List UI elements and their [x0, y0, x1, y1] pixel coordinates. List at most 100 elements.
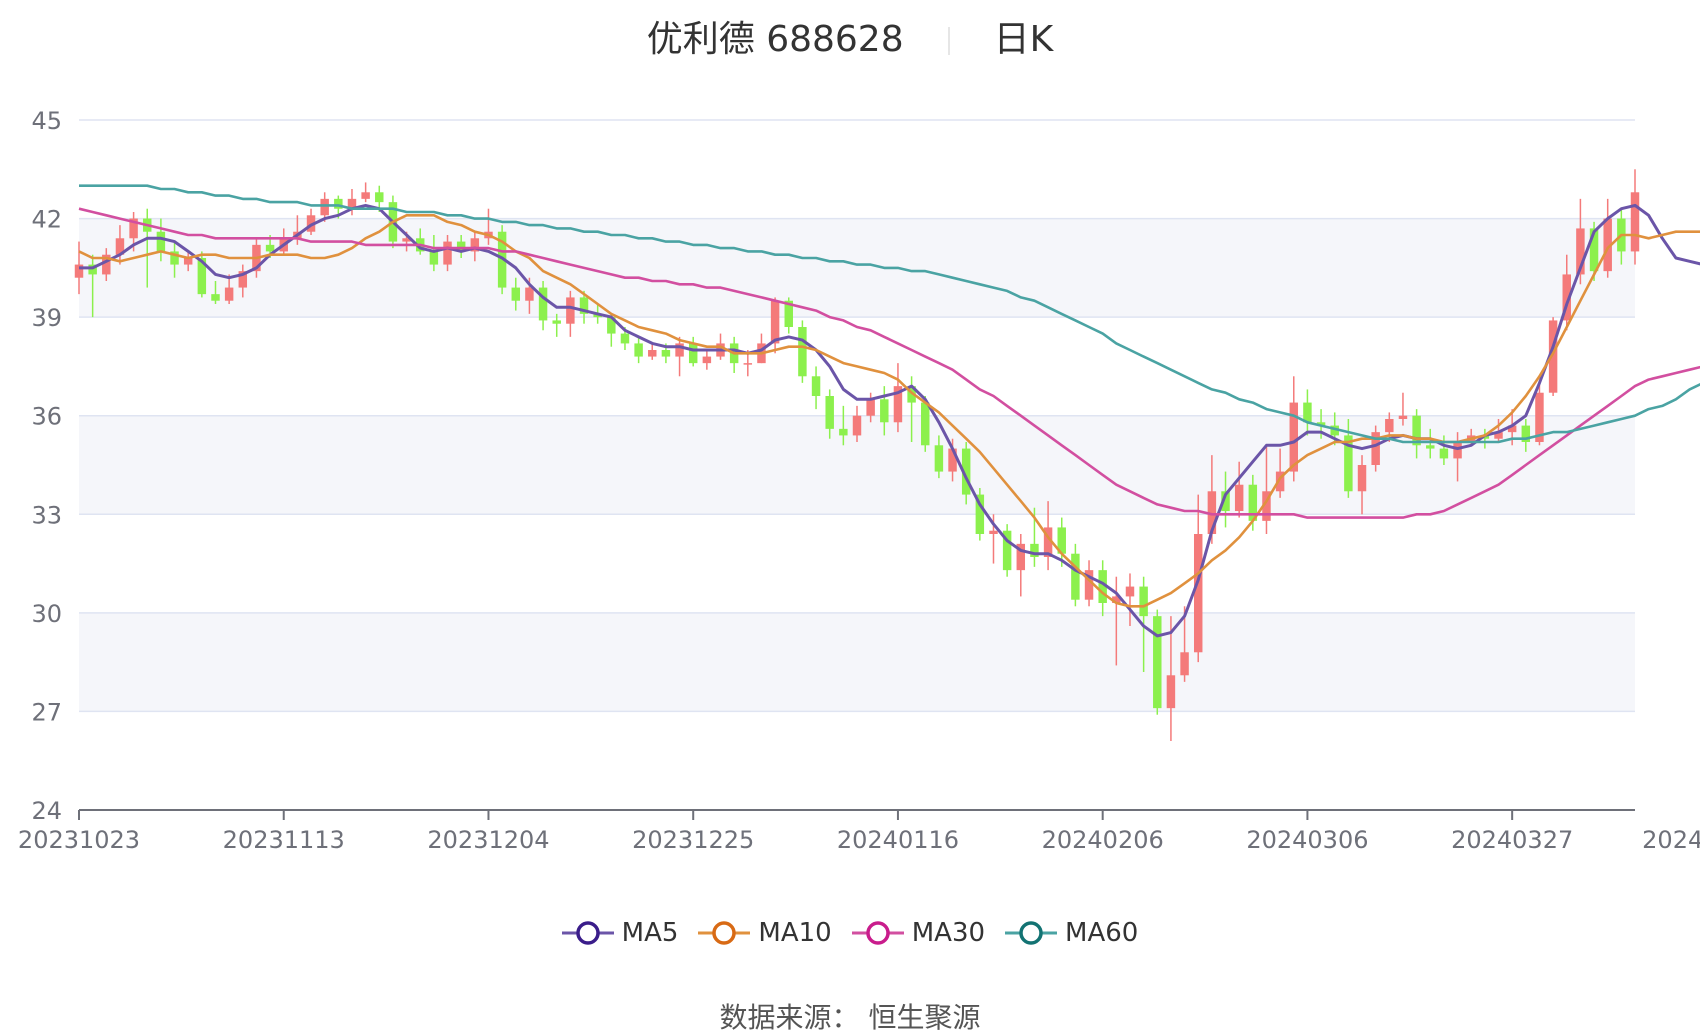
y-tick-label: 42 [31, 206, 62, 234]
x-tick-label: 20240116 [837, 826, 959, 854]
candle-body [183, 258, 193, 265]
candle-body [648, 350, 657, 357]
candle-body [224, 287, 234, 301]
y-tick-label: 45 [31, 107, 62, 135]
candle-body [1002, 530, 1012, 571]
candle-body [1166, 675, 1176, 709]
candle-body [156, 231, 166, 252]
candle-body [538, 287, 548, 321]
candle-body [1043, 527, 1053, 557]
candle-body [1398, 415, 1408, 419]
candle-body [1193, 534, 1203, 653]
candle-body [961, 448, 971, 495]
candle-body [811, 376, 821, 396]
candle-body [1562, 274, 1571, 321]
candle-body [1303, 402, 1312, 423]
candle-body [470, 238, 480, 252]
candle-body [334, 198, 343, 209]
candle-body [634, 343, 643, 357]
legend-marker-icon [851, 921, 904, 945]
candle-body [1453, 442, 1462, 459]
candle-body [1071, 553, 1080, 600]
candle-body [921, 402, 930, 446]
candle-body [1221, 491, 1230, 511]
grid-band [79, 612, 1635, 712]
candle-body [1084, 570, 1094, 600]
candle-body [852, 415, 862, 436]
x-tick-label: 20240418 [1642, 826, 1700, 854]
candle-body [770, 300, 780, 344]
candle-body [511, 287, 521, 301]
candle-body [1535, 392, 1544, 442]
grid-band [79, 218, 1635, 318]
candle-body [88, 264, 97, 275]
legend-item-ma60[interactable]: MA60 [1005, 918, 1138, 948]
candle-body [1371, 432, 1380, 465]
y-tick-label: 30 [31, 600, 62, 628]
candle-body [1494, 432, 1503, 439]
x-tick-label: 20231225 [632, 826, 754, 854]
candle-body [989, 530, 998, 534]
y-tick-label: 24 [31, 797, 62, 825]
candle-body [907, 386, 916, 403]
x-tick-label: 20231204 [427, 826, 549, 854]
candle-body [1630, 192, 1640, 252]
candle-body [825, 396, 834, 429]
candle-body [525, 287, 534, 301]
candle-body [1521, 425, 1531, 442]
candle-body [607, 317, 616, 334]
candle-body [566, 297, 575, 324]
y-tick-label: 39 [31, 304, 62, 332]
legend-item-ma5[interactable]: MA5 [561, 918, 679, 948]
candle-body [1289, 402, 1299, 472]
candle-body [1426, 445, 1435, 449]
candle-body [320, 198, 329, 216]
x-tick-label: 20231113 [223, 826, 345, 854]
chart-legend: MA5 MA10 MA30 MA60 [0, 918, 1700, 953]
x-tick-label: 20240306 [1246, 826, 1368, 854]
candle-body [347, 198, 357, 209]
candle-body [1112, 596, 1121, 603]
y-tick-label: 27 [31, 698, 62, 726]
data-source: 数据来源： 恒生聚源 [719, 1001, 981, 1034]
candle-body [1412, 415, 1421, 446]
candle-body [402, 238, 411, 242]
candle-body [197, 258, 207, 295]
title-separator [947, 27, 950, 55]
legend-label: MA10 [758, 918, 832, 948]
candle-body [1576, 228, 1585, 275]
legend-item-ma30[interactable]: MA30 [851, 918, 985, 948]
candle-body [934, 445, 944, 472]
candle-body [429, 251, 439, 265]
candle-body [866, 399, 875, 416]
candle-body [1548, 320, 1558, 393]
candle-body [1262, 491, 1271, 521]
legend-label: MA60 [1065, 918, 1139, 948]
candle-body [265, 244, 275, 252]
candle-body [443, 241, 452, 265]
candle-body [115, 238, 125, 255]
candle-body [170, 251, 179, 265]
line-ma60 [79, 184, 1700, 444]
legend-marker-icon [1005, 921, 1058, 945]
candle-body [1098, 570, 1107, 603]
candle-body [1016, 543, 1026, 571]
candle-body [839, 428, 848, 436]
candle-body [1344, 435, 1353, 492]
candle-body [1589, 228, 1599, 272]
stock-name: 优利德 688628 [646, 19, 904, 60]
candle-body [688, 343, 698, 364]
candle-body [1030, 543, 1039, 557]
candle-body [211, 294, 220, 301]
candle-body [74, 264, 84, 278]
candle-body [1125, 586, 1135, 597]
candle-body [948, 448, 957, 472]
kline-chart: 24 27 30 33 36 39 42 45 20231023 20231113 20231204… [18, 107, 1700, 854]
x-tick-label: 20240206 [1042, 826, 1164, 854]
candle-body [456, 241, 466, 252]
candle-body [1357, 465, 1367, 492]
legend-label: MA5 [621, 918, 679, 948]
legend-item-ma10[interactable]: MA10 [698, 918, 832, 948]
y-tick-label: 36 [31, 403, 62, 431]
